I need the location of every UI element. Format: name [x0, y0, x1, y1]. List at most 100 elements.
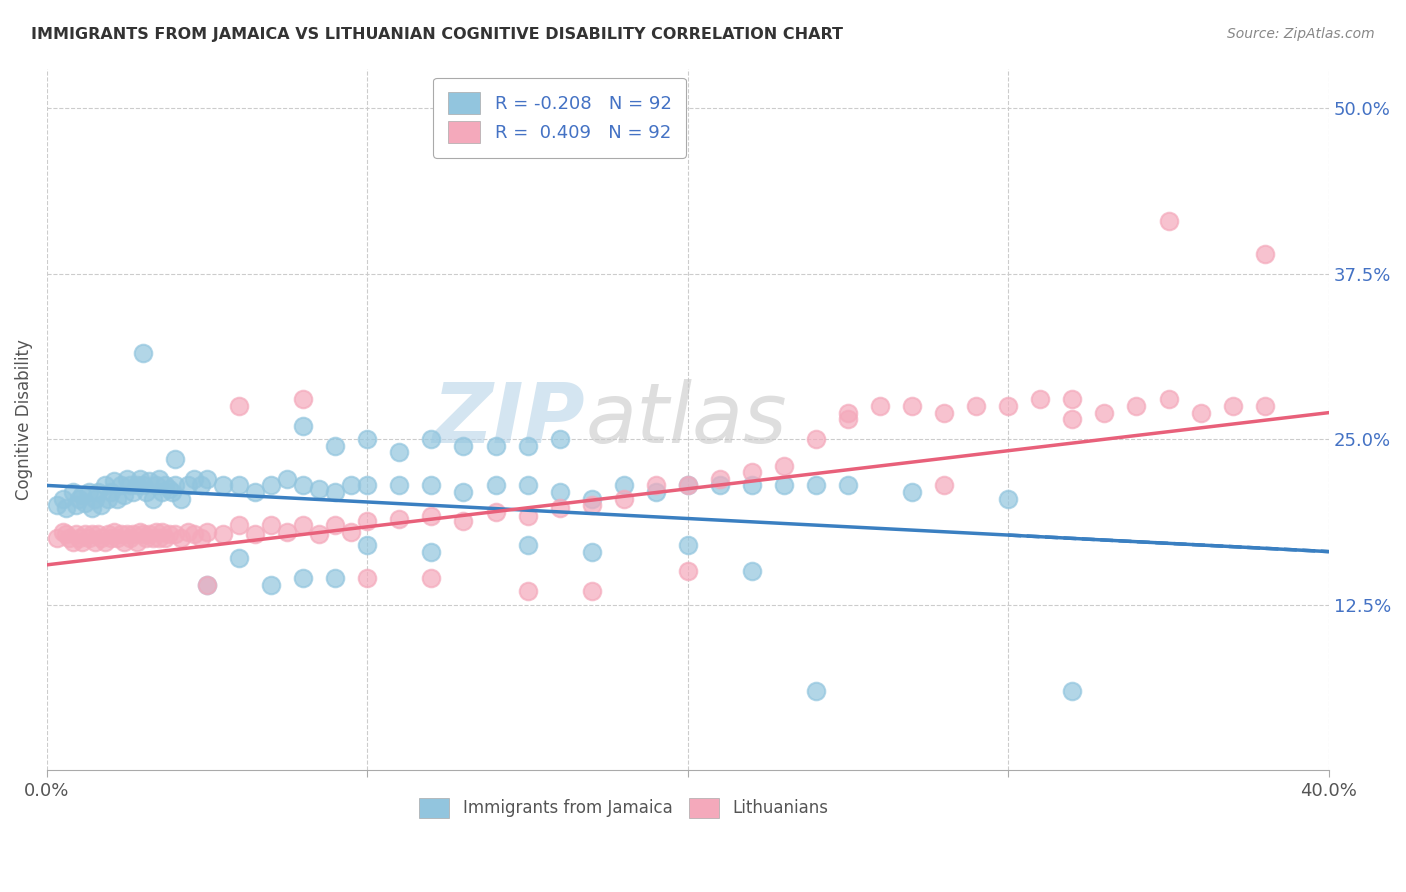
Point: [356, 514, 378, 528]
Point: [145, 478, 167, 492]
Point: [484, 478, 506, 492]
Text: Source: ZipAtlas.com: Source: ZipAtlas.com: [1227, 27, 1375, 41]
Point: [97, 527, 120, 541]
Point: [420, 571, 443, 585]
Point: [160, 485, 183, 500]
Point: [453, 485, 475, 500]
Point: [87, 485, 110, 500]
Point: [148, 532, 170, 546]
Point: [165, 478, 187, 492]
Point: [420, 478, 443, 492]
Point: [516, 538, 538, 552]
Point: [228, 518, 250, 533]
Point: [138, 527, 160, 541]
Point: [1222, 399, 1244, 413]
Point: [190, 532, 212, 546]
Point: [741, 465, 763, 479]
Point: [420, 508, 443, 523]
Point: [420, 432, 443, 446]
Point: [837, 406, 859, 420]
Point: [516, 478, 538, 492]
Point: [138, 475, 160, 489]
Point: [105, 532, 128, 546]
Y-axis label: Cognitive Disability: Cognitive Disability: [15, 339, 32, 500]
Point: [581, 498, 603, 512]
Point: [212, 527, 235, 541]
Point: [260, 478, 283, 492]
Point: [292, 478, 315, 492]
Point: [1157, 392, 1180, 407]
Point: [308, 527, 330, 541]
Point: [128, 524, 150, 539]
Point: [135, 532, 157, 546]
Point: [105, 491, 128, 506]
Point: [340, 524, 363, 539]
Point: [190, 478, 212, 492]
Point: [115, 472, 138, 486]
Point: [45, 532, 67, 546]
Point: [709, 472, 731, 486]
Point: [228, 478, 250, 492]
Point: [1029, 392, 1052, 407]
Point: [155, 478, 177, 492]
Point: [901, 485, 924, 500]
Point: [195, 472, 218, 486]
Point: [276, 524, 298, 539]
Point: [388, 478, 411, 492]
Point: [773, 458, 796, 473]
Point: [67, 491, 90, 506]
Point: [934, 406, 956, 420]
Point: [1157, 213, 1180, 227]
Point: [112, 488, 135, 502]
Point: [58, 532, 80, 546]
Point: [142, 491, 165, 506]
Point: [142, 532, 165, 546]
Point: [120, 478, 142, 492]
Point: [308, 483, 330, 497]
Point: [122, 485, 145, 500]
Point: [356, 478, 378, 492]
Point: [741, 478, 763, 492]
Point: [195, 577, 218, 591]
Point: [135, 485, 157, 500]
Point: [165, 527, 187, 541]
Legend: Immigrants from Jamaica, Lithuanians: Immigrants from Jamaica, Lithuanians: [412, 791, 835, 825]
Point: [67, 532, 90, 546]
Point: [356, 432, 378, 446]
Point: [837, 412, 859, 426]
Point: [145, 524, 167, 539]
Point: [157, 527, 180, 541]
Point: [516, 508, 538, 523]
Point: [125, 478, 148, 492]
Point: [773, 478, 796, 492]
Point: [80, 500, 103, 515]
Text: ZIP: ZIP: [433, 379, 585, 459]
Point: [132, 346, 155, 360]
Point: [323, 439, 346, 453]
Point: [93, 535, 115, 549]
Point: [77, 532, 100, 546]
Point: [676, 478, 699, 492]
Point: [132, 478, 155, 492]
Point: [741, 565, 763, 579]
Point: [150, 485, 173, 500]
Point: [122, 527, 145, 541]
Point: [548, 485, 571, 500]
Point: [177, 478, 200, 492]
Point: [292, 518, 315, 533]
Point: [323, 518, 346, 533]
Point: [110, 478, 132, 492]
Point: [997, 491, 1019, 506]
Point: [77, 485, 100, 500]
Point: [516, 584, 538, 599]
Point: [484, 505, 506, 519]
Point: [183, 472, 205, 486]
Point: [1125, 399, 1147, 413]
Point: [484, 439, 506, 453]
Point: [676, 565, 699, 579]
Point: [613, 491, 636, 506]
Point: [212, 478, 235, 492]
Point: [453, 514, 475, 528]
Point: [1062, 412, 1084, 426]
Point: [65, 498, 87, 512]
